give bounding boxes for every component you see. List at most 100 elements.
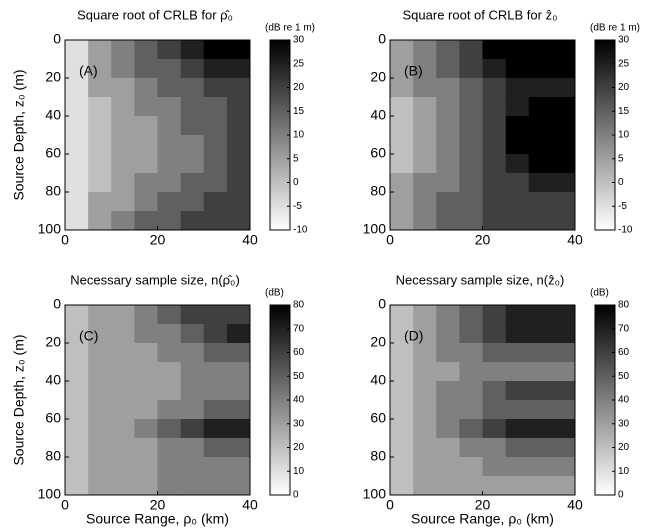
heat-cell: [528, 362, 553, 382]
heat-cell: [88, 305, 112, 325]
y-tick-label: 60: [45, 410, 61, 426]
heat-cell: [226, 116, 251, 136]
y-tick-label: 0: [53, 296, 61, 312]
heat-cell: [226, 362, 251, 382]
heat-cell: [459, 438, 483, 458]
heat-cell: [528, 97, 553, 117]
colorbar-tick-label: 30: [618, 35, 630, 46]
colorbar-tick-label: 15: [293, 106, 305, 117]
heat-cell: [157, 419, 181, 439]
y-tick-label: 100: [38, 486, 62, 502]
heat-cell: [551, 362, 576, 382]
heat-cell: [459, 324, 483, 344]
colorbar-tick-label: 60: [293, 347, 305, 358]
colorbar-tick-label: 10: [618, 130, 630, 141]
heat-cell: [551, 343, 576, 363]
heat-cell: [482, 78, 506, 98]
y-tick-label: 0: [378, 296, 386, 312]
heat-cell: [459, 173, 483, 193]
heat-cell: [180, 343, 205, 363]
heat-cell: [134, 40, 158, 60]
heat-cell: [436, 362, 460, 382]
panel-label: (D): [404, 328, 423, 344]
heat-cell: [482, 362, 506, 382]
heat-cell: [436, 135, 460, 155]
heat-cell: [111, 419, 135, 439]
y-axis-label: Source Depth, z₀ (m): [11, 69, 27, 200]
colorbar-tick-label: 10: [293, 466, 305, 477]
heat-cell: [436, 173, 460, 193]
colorbar-tick-label: -10: [618, 225, 633, 236]
panel-title: Square root of CRLB for ẑ₀: [403, 7, 558, 22]
heat-cell: [65, 211, 89, 231]
heat-cell: [157, 78, 181, 98]
heat-cell: [180, 419, 205, 439]
heat-cell: [482, 97, 506, 117]
heat-cell: [482, 116, 506, 136]
heat-cell: [482, 154, 506, 174]
heat-cell: [482, 135, 506, 155]
x-tick-label: 40: [242, 232, 258, 248]
heat-cell: [390, 457, 414, 477]
colorbar-label: (dB): [590, 288, 609, 299]
heat-cell: [505, 40, 530, 60]
heat-cell: [65, 135, 89, 155]
heat-cell: [413, 476, 437, 496]
colorbar-tick-label: 10: [293, 130, 305, 141]
heat-cell: [226, 192, 251, 212]
heat-cell: [459, 135, 483, 155]
heat-cell: [505, 324, 530, 344]
heat-cell: [65, 362, 89, 382]
heat-cell: [528, 400, 553, 420]
x-tick-label: 40: [567, 497, 583, 513]
heat-cell: [226, 476, 251, 496]
heat-cell: [65, 381, 89, 401]
heat-cell: [226, 135, 251, 155]
heat-cell: [134, 78, 158, 98]
heat-cell: [111, 324, 135, 344]
heat-cell: [551, 173, 576, 193]
heat-cell: [180, 438, 205, 458]
heat-cell: [390, 419, 414, 439]
heat-cell: [482, 419, 506, 439]
colorbar-tick-label: -5: [618, 201, 627, 212]
heat-cell: [65, 438, 89, 458]
heat-cell: [203, 457, 228, 477]
y-tick-label: 40: [370, 372, 386, 388]
heat-cell: [482, 438, 506, 458]
heat-cell: [65, 419, 89, 439]
x-tick-label: 0: [61, 497, 69, 513]
heat-cell: [157, 154, 181, 174]
heat-cell: [203, 173, 228, 193]
heat-cell: [157, 40, 181, 60]
colorbar-tick-label: 0: [293, 490, 299, 501]
heat-cell: [482, 211, 506, 231]
heat-cell: [505, 362, 530, 382]
heat-cell: [459, 78, 483, 98]
heat-cell: [157, 457, 181, 477]
heat-cell: [459, 476, 483, 496]
heat-cell: [528, 135, 553, 155]
heat-cell: [390, 343, 414, 363]
colorbar-tick-label: 80: [293, 300, 305, 311]
heat-cell: [413, 419, 437, 439]
heat-cell: [551, 476, 576, 496]
colorbar-tick-label: 50: [618, 371, 630, 382]
heat-cell: [505, 343, 530, 363]
heat-cell: [390, 211, 414, 231]
heat-cell: [111, 97, 135, 117]
colorbar-label: (dB re 1 m): [265, 23, 315, 34]
heat-cell: [551, 192, 576, 212]
y-tick-label: 100: [363, 486, 387, 502]
heat-cell: [134, 59, 158, 79]
heat-cell: [157, 476, 181, 496]
y-tick-label: 40: [45, 372, 61, 388]
heat-cell: [551, 59, 576, 79]
heat-cell: [88, 116, 112, 136]
heat-cell: [203, 324, 228, 344]
heat-cell: [413, 324, 437, 344]
heat-cell: [226, 40, 251, 60]
colorbar-tick-label: 30: [293, 35, 305, 46]
heat-cell: [180, 476, 205, 496]
